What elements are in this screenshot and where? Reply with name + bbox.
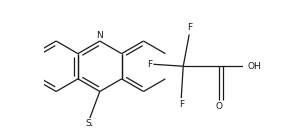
Text: F: F [187,23,192,33]
Text: OH: OH [248,62,261,71]
Text: N: N [96,31,103,40]
Text: F: F [179,100,184,109]
Text: S: S [85,119,91,128]
Text: F: F [147,60,152,69]
Text: O: O [216,102,222,111]
